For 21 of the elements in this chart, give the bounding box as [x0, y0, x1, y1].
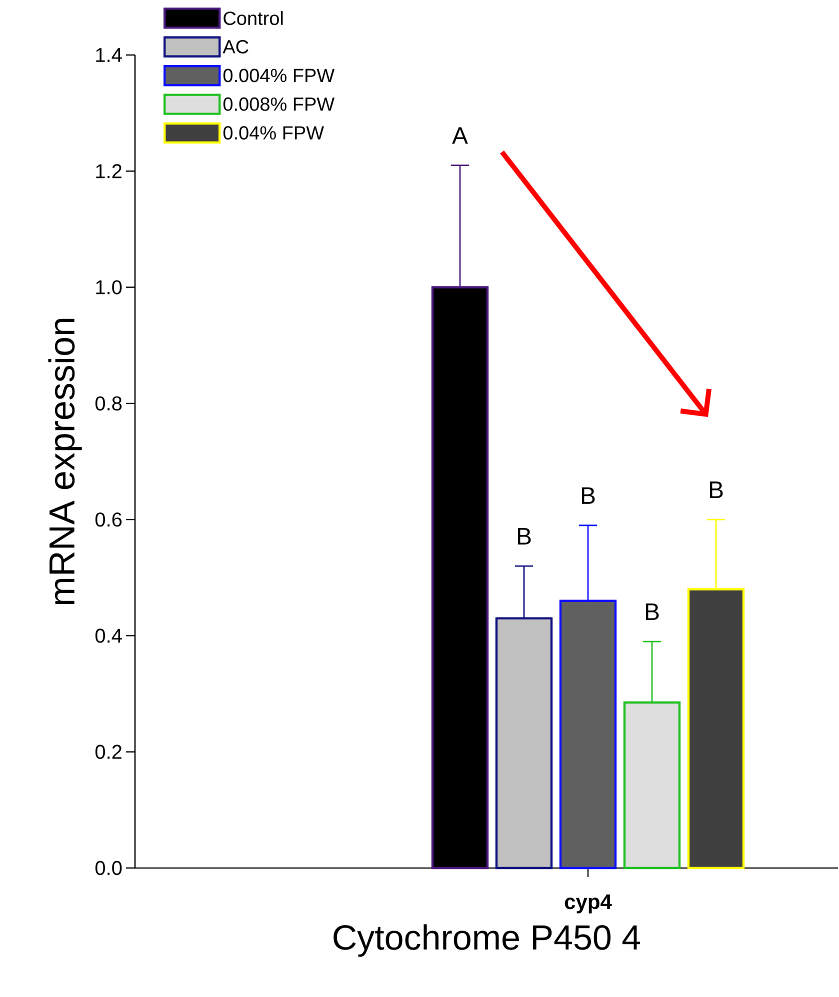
y-tick-label: 0.6 — [96, 512, 122, 527]
y-tick-label: 1.2 — [96, 164, 122, 178]
legend-label: AC — [222, 40, 249, 54]
legend-label: 0.008% FPW — [224, 97, 335, 111]
annotation: B — [518, 528, 531, 544]
y-axis-title: mRNA expression — [48, 318, 82, 604]
legend-label: 0.004% FPW — [224, 68, 335, 82]
annotation: B — [582, 487, 595, 504]
x-axis-title: Cytochrome P450 4 — [334, 924, 640, 957]
y-tick-label: 1.0 — [96, 280, 122, 294]
annotation: A — [452, 127, 468, 144]
y-tick-label: 0.8 — [96, 396, 122, 410]
legend-label: 0.04% FPW — [224, 126, 324, 140]
annotation: B — [646, 603, 659, 620]
y-tick-label: 0.4 — [96, 628, 122, 643]
annotation: B — [710, 482, 723, 498]
y-tick-label: 1.4 — [96, 48, 122, 62]
x-tick-label: cyp4 — [565, 894, 612, 914]
y-tick-label: 0.2 — [96, 744, 122, 759]
legend-label: Control — [224, 11, 283, 26]
y-tick-label: 0.0 — [96, 860, 122, 876]
